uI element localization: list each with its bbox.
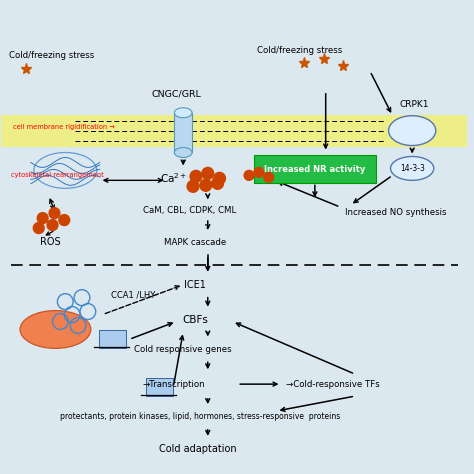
Circle shape bbox=[37, 213, 48, 224]
Circle shape bbox=[212, 177, 223, 189]
Text: Increased NO synthesis: Increased NO synthesis bbox=[346, 208, 447, 217]
Ellipse shape bbox=[174, 147, 192, 157]
Circle shape bbox=[202, 167, 214, 179]
Text: Ca$^{2+}$: Ca$^{2+}$ bbox=[160, 172, 187, 185]
Circle shape bbox=[59, 215, 70, 226]
Text: Cold/freezing stress: Cold/freezing stress bbox=[257, 46, 342, 55]
Text: MAPK cascade: MAPK cascade bbox=[164, 238, 226, 247]
Ellipse shape bbox=[391, 156, 434, 180]
Bar bbox=[1, 115, 467, 146]
FancyBboxPatch shape bbox=[99, 330, 126, 348]
Text: CCA1 /LHY: CCA1 /LHY bbox=[111, 290, 155, 299]
Circle shape bbox=[33, 223, 44, 234]
Text: CNGC/GRL: CNGC/GRL bbox=[151, 90, 201, 99]
Text: ICE1: ICE1 bbox=[184, 280, 206, 290]
FancyBboxPatch shape bbox=[146, 378, 173, 396]
Circle shape bbox=[187, 180, 199, 192]
Text: cytoskeletal rearrangement: cytoskeletal rearrangement bbox=[11, 173, 104, 178]
Circle shape bbox=[190, 170, 202, 182]
Circle shape bbox=[214, 173, 226, 184]
Circle shape bbox=[47, 219, 58, 230]
FancyBboxPatch shape bbox=[254, 155, 376, 183]
Text: Cold/freezing stress: Cold/freezing stress bbox=[9, 51, 94, 60]
Text: cell membrane rigidification →: cell membrane rigidification → bbox=[13, 124, 115, 130]
Text: 14-3-3: 14-3-3 bbox=[400, 164, 425, 173]
Circle shape bbox=[264, 173, 273, 182]
Ellipse shape bbox=[20, 310, 91, 348]
Circle shape bbox=[49, 208, 60, 219]
Text: Cold responsive genes: Cold responsive genes bbox=[135, 345, 232, 354]
Text: →Cold-responsive TFs: →Cold-responsive TFs bbox=[286, 380, 380, 389]
Circle shape bbox=[244, 170, 254, 180]
Text: Cold adaptation: Cold adaptation bbox=[159, 444, 237, 454]
Circle shape bbox=[254, 167, 264, 177]
Ellipse shape bbox=[174, 108, 192, 118]
Text: CBFs: CBFs bbox=[182, 315, 208, 325]
Text: Increased NR activity: Increased NR activity bbox=[264, 165, 365, 174]
Text: ROS: ROS bbox=[40, 237, 61, 247]
Ellipse shape bbox=[389, 116, 436, 146]
Text: →Transcription: →Transcription bbox=[142, 380, 205, 389]
Bar bbox=[174, 113, 192, 153]
Text: CRPK1: CRPK1 bbox=[400, 100, 429, 109]
Circle shape bbox=[200, 179, 212, 191]
Text: protectants, protein kinases, lipid, hormones, stress-responsive  proteins: protectants, protein kinases, lipid, hor… bbox=[60, 412, 341, 421]
Text: CaM, CBL, CDPK, CML: CaM, CBL, CDPK, CML bbox=[144, 206, 237, 215]
